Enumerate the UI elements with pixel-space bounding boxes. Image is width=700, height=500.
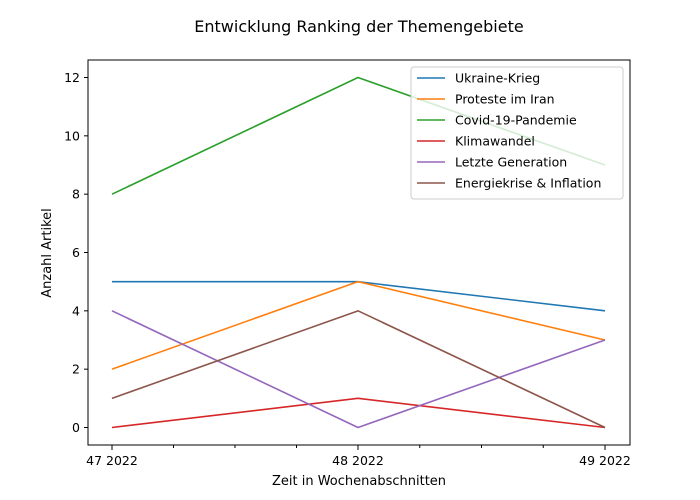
series-line-letzte-generation	[111, 310, 606, 429]
series-lines	[111, 76, 606, 429]
series-line-klimawandel	[111, 397, 606, 429]
x-tick-label: 49 2022	[579, 453, 631, 468]
series-line-proteste-im-iran	[111, 280, 606, 370]
x-tick-label: 48 2022	[332, 453, 384, 468]
legend-label: Energiekrise & Inflation	[455, 176, 601, 191]
y-tick-label: 8	[72, 187, 80, 202]
x-tick-label: 47 2022	[86, 453, 138, 468]
series-line-energiekrise-inflation	[111, 310, 606, 429]
legend-label: Ukraine-Krieg	[455, 71, 540, 86]
y-tick-label: 10	[64, 128, 80, 143]
y-axis: 0 2 4 6 8 10 12	[64, 70, 88, 435]
chart-title: Entwicklung Ranking der Themengebiete	[194, 17, 523, 36]
y-tick-label: 12	[64, 70, 80, 85]
x-axis-label: Zeit in Wochenabschnitten	[272, 474, 446, 489]
plot-frame	[87, 59, 631, 446]
y-axis-label: Anzahl Artikel	[40, 208, 55, 298]
legend-label: Klimawandel	[455, 134, 535, 149]
legend-box	[410, 66, 624, 200]
legend: Ukraine-Krieg Proteste im Iran Covid-19-Pa…	[410, 66, 624, 200]
x-axis: 47 2022 48 2022 49 2022	[86, 445, 631, 468]
y-tick-label: 4	[72, 303, 80, 318]
y-tick-label: 0	[72, 420, 80, 435]
y-tick-label: 2	[72, 362, 80, 377]
y-tick-label: 6	[72, 245, 80, 260]
legend-label: Proteste im Iran	[455, 92, 555, 107]
legend-label: Covid-19-Pandemie	[455, 113, 577, 128]
legend-label: Letzte Generation	[455, 155, 567, 170]
